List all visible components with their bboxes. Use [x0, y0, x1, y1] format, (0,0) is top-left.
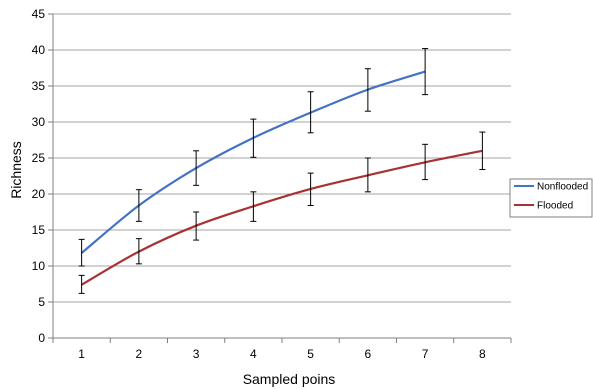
- y-tick-label: 5: [38, 295, 45, 309]
- y-tick-label: 45: [32, 7, 46, 21]
- error-bar: [364, 157, 371, 193]
- legend-label: Flooded: [537, 201, 573, 212]
- x-tick-label: 5: [307, 347, 314, 361]
- error-bar: [78, 274, 85, 294]
- gridlines: [53, 13, 511, 303]
- y-axis-ticks: 0 5 10 15 20 25 30 35 40 45: [32, 7, 53, 345]
- x-tick-label: 7: [422, 347, 429, 361]
- x-tick-label: 4: [250, 347, 257, 361]
- error-bar: [307, 91, 314, 134]
- axes: [52, 14, 511, 339]
- y-tick-label: 25: [32, 151, 46, 165]
- y-tick-label: 20: [32, 187, 46, 201]
- error-bar: [364, 68, 371, 112]
- x-tick-label: 8: [479, 347, 486, 361]
- error-bar: [193, 211, 200, 241]
- legend-item: Nonflooded: [514, 182, 588, 193]
- series-nonflooded: [78, 48, 429, 267]
- error-bar: [307, 172, 314, 207]
- x-axis-ticks: 1 2 3 4 5 6 7 8: [52, 338, 512, 361]
- y-tick-label: 10: [32, 259, 46, 273]
- x-tick-label: 1: [78, 347, 85, 361]
- x-tick-label: 2: [136, 347, 143, 361]
- series-layer: [78, 48, 486, 294]
- y-tick-label: 35: [32, 79, 46, 93]
- series-flooded: [78, 131, 486, 294]
- y-axis-title: Richness: [8, 141, 24, 199]
- y-tick-label: 40: [32, 43, 46, 57]
- error-bar: [250, 191, 257, 222]
- x-axis-title: Sampled poins: [243, 371, 336, 387]
- series-line: [81, 149, 483, 286]
- y-tick-label: 30: [32, 115, 46, 129]
- legend-item: Flooded: [514, 201, 573, 212]
- legend-label: Nonflooded: [537, 182, 588, 193]
- y-tick-label: 0: [38, 331, 45, 345]
- x-tick-label: 6: [365, 347, 372, 361]
- error-bar: [135, 238, 142, 265]
- x-tick-label: 3: [193, 347, 200, 361]
- error-bar: [78, 238, 85, 267]
- y-tick-label: 15: [32, 223, 46, 237]
- series-line: [80, 70, 426, 254]
- error-bar: [422, 143, 429, 181]
- legend: Nonflooded Flooded: [509, 178, 593, 218]
- error-bar: [250, 118, 257, 158]
